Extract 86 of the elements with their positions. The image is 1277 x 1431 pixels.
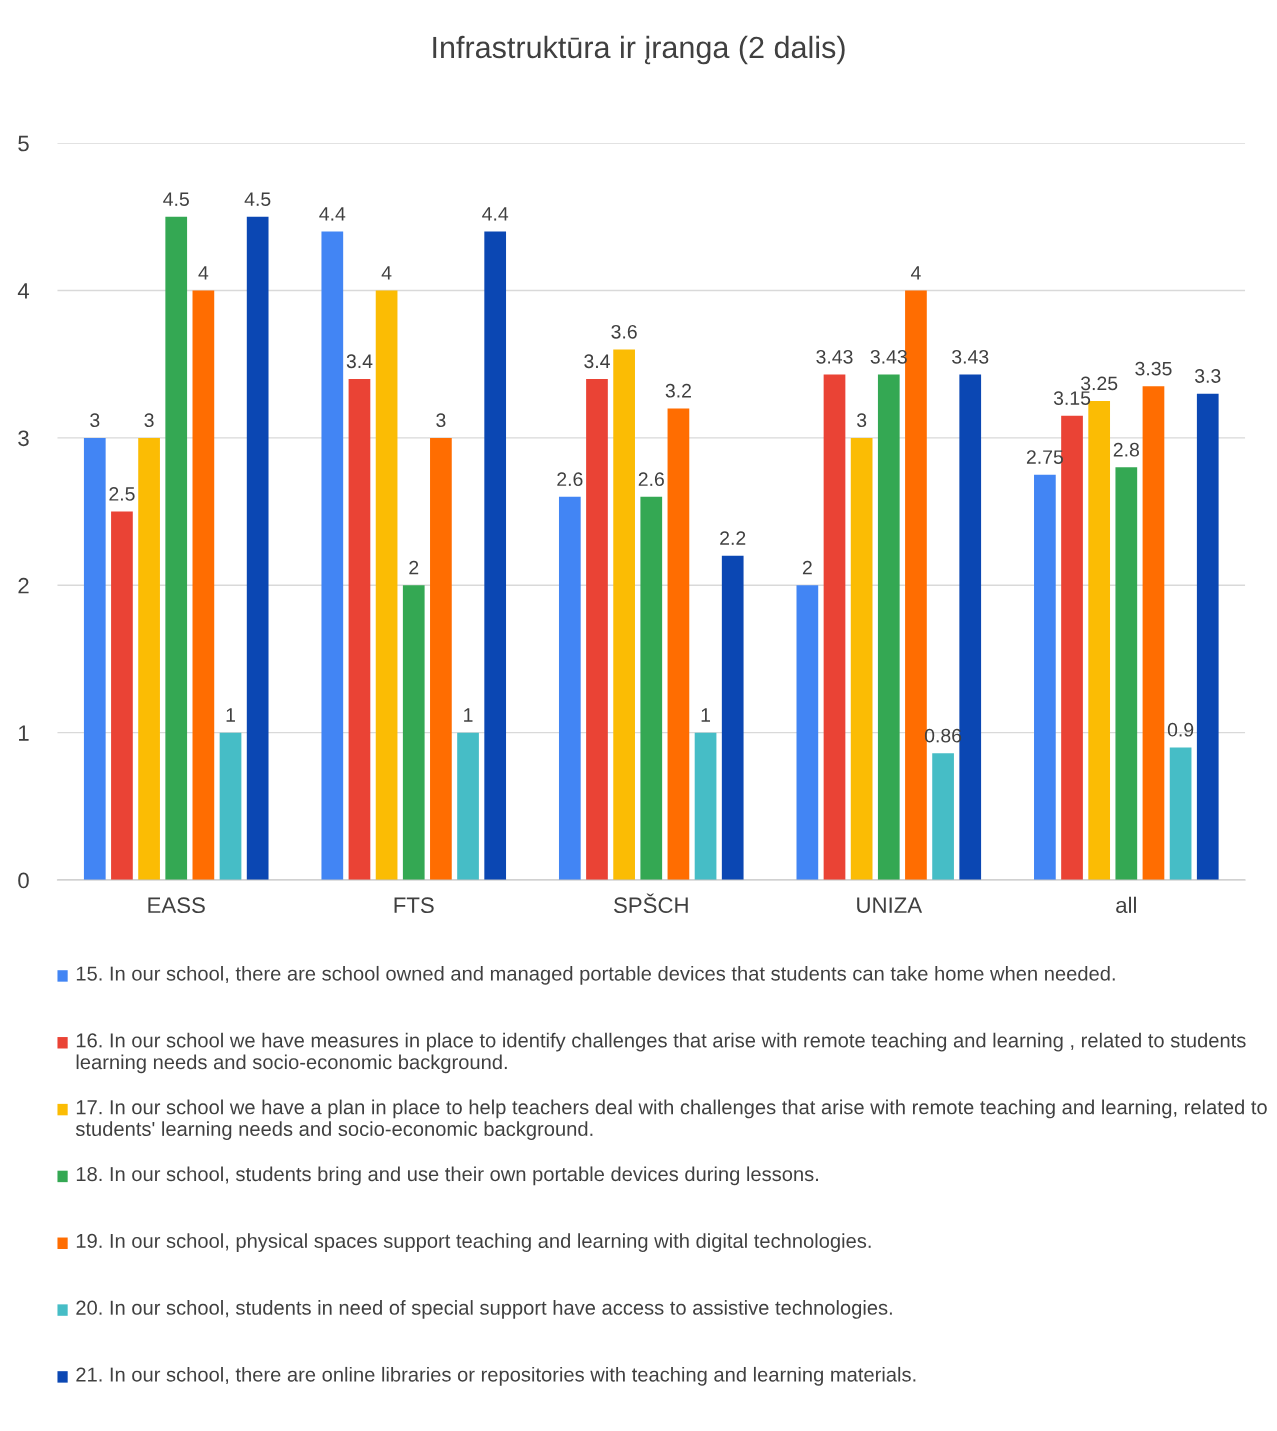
bar bbox=[430, 437, 452, 881]
legend-label: 16. In our school we have measures in place to identify challenges that arise with remote teaching and learning , related to students learning needs and socio-economic background. bbox=[76, 1032, 1246, 1074]
data-label: 3.25 bbox=[1080, 376, 1118, 391]
data-label: 3.43 bbox=[952, 349, 989, 364]
data-label: 3 bbox=[90, 413, 100, 428]
y-tick-label: 4 bbox=[17, 283, 30, 299]
y-tick-label: 2 bbox=[18, 577, 29, 594]
x-tick-label: UNIZA bbox=[857, 897, 923, 914]
data-label: 3 bbox=[144, 413, 154, 428]
data-label: 3.15 bbox=[1053, 391, 1091, 405]
bar bbox=[246, 216, 269, 881]
x-tick-label: all bbox=[1116, 896, 1136, 914]
bar bbox=[558, 496, 581, 881]
y-tick-label: 0 bbox=[18, 872, 29, 889]
data-label: 4.4 bbox=[319, 207, 346, 221]
y-tick-label: 3 bbox=[18, 430, 29, 447]
y-tick-label: 1 bbox=[19, 725, 29, 741]
data-label: 4.5 bbox=[244, 192, 271, 207]
bar bbox=[1061, 415, 1083, 881]
data-label: 0.9 bbox=[1167, 722, 1194, 737]
data-label: 3 bbox=[436, 413, 446, 428]
y-tick-label: 5 bbox=[18, 135, 29, 152]
bar bbox=[457, 732, 479, 881]
data-label: 2.2 bbox=[720, 531, 746, 545]
bar bbox=[1115, 467, 1138, 881]
bar bbox=[932, 753, 954, 881]
data-label: 1 bbox=[701, 708, 711, 722]
bar bbox=[111, 511, 133, 881]
data-label: 4.4 bbox=[482, 207, 509, 221]
bar bbox=[1088, 401, 1111, 881]
data-label: 4 bbox=[198, 266, 209, 280]
data-label: 2 bbox=[409, 560, 419, 575]
legend-label: 21. In our school, there are online libraries or repositories with teaching and learning materials. bbox=[76, 1366, 916, 1386]
data-label: 2 bbox=[802, 560, 812, 575]
x-tick-label: FTS bbox=[394, 897, 434, 914]
data-label: 1 bbox=[464, 708, 473, 722]
chart-title: Infrastruktūra ir įranga (2 dalis) bbox=[433, 35, 845, 65]
bar bbox=[959, 374, 982, 881]
bar bbox=[877, 374, 900, 881]
data-label: 1 bbox=[226, 708, 235, 722]
bar bbox=[138, 437, 160, 881]
bar bbox=[823, 374, 846, 881]
bar bbox=[721, 555, 744, 881]
data-label: 2.8 bbox=[1113, 442, 1139, 457]
data-label: 3.35 bbox=[1135, 361, 1172, 376]
bar bbox=[613, 349, 635, 881]
legend-label: 20. In our school, students in need of special support have access to assistive technologies. bbox=[76, 1300, 892, 1319]
data-label: 4.5 bbox=[163, 192, 189, 207]
data-label: 3.6 bbox=[611, 324, 637, 339]
data-label: 4 bbox=[910, 266, 921, 280]
data-label: 3.4 bbox=[346, 354, 373, 369]
bar bbox=[83, 437, 106, 881]
x-tick-label: EASS bbox=[148, 897, 205, 914]
legend-label: 18. In our school, students bring and use their own portable devices during lessons. bbox=[76, 1166, 818, 1186]
bar bbox=[586, 378, 608, 881]
legend-label: 15. In our school, there are school owned and managed portable devices that students can take home when needed. bbox=[76, 965, 1115, 985]
bar bbox=[402, 585, 425, 881]
data-label: 3.43 bbox=[816, 349, 853, 364]
data-label: 3.2 bbox=[665, 383, 691, 398]
bar bbox=[375, 290, 398, 881]
bar bbox=[796, 585, 819, 881]
bar bbox=[667, 408, 690, 881]
data-label: 2.6 bbox=[557, 472, 583, 487]
bar bbox=[694, 732, 717, 881]
legend-label: 19. In our school, physical spaces support teaching and learning with digital technologies. bbox=[76, 1233, 871, 1253]
data-label: 2.5 bbox=[109, 487, 135, 501]
legend-label: 17. In our school we have a plan in place to help teachers deal with challenges that arise with remote teaching and learning, related to students' learning needs and socio-economic background. bbox=[75, 1099, 1267, 1141]
bar bbox=[905, 290, 927, 881]
bar bbox=[348, 378, 371, 881]
data-label: 3.3 bbox=[1194, 369, 1221, 383]
bar bbox=[850, 437, 873, 881]
bar bbox=[165, 216, 188, 881]
bar bbox=[1169, 747, 1192, 881]
bar bbox=[321, 231, 344, 881]
bar bbox=[1142, 386, 1165, 881]
data-label: 4 bbox=[381, 266, 392, 280]
bar bbox=[1196, 393, 1219, 881]
data-label: 3 bbox=[856, 413, 867, 428]
bar bbox=[1034, 474, 1056, 881]
bar bbox=[219, 732, 242, 881]
bar bbox=[640, 496, 663, 881]
data-label: 2.6 bbox=[638, 472, 664, 487]
data-label: 3.4 bbox=[584, 354, 610, 369]
x-tick-label: SPŠCH bbox=[614, 893, 688, 914]
bar bbox=[484, 231, 507, 881]
bar bbox=[192, 290, 215, 881]
